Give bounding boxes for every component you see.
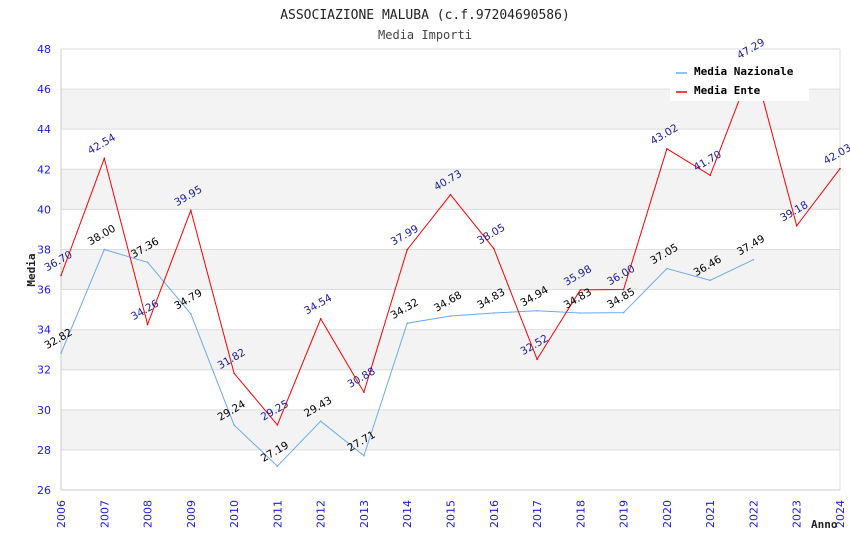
data-point xyxy=(103,157,106,160)
data-point xyxy=(752,258,755,261)
grid-band xyxy=(61,329,840,370)
data-point xyxy=(622,311,625,314)
x-tick-label: 2019 xyxy=(618,500,631,528)
chart-title: ASSOCIAZIONE MALUBA (c.f.97204690586) xyxy=(280,8,570,23)
data-point xyxy=(449,193,452,196)
y-tick-label: 32 xyxy=(37,364,51,377)
legend-label-media-ente: Media Ente xyxy=(694,84,761,97)
x-tick-label: 2022 xyxy=(747,500,760,528)
x-tick-label: 2011 xyxy=(271,500,284,528)
data-point xyxy=(276,465,279,467)
data-point xyxy=(622,288,625,291)
data-point xyxy=(795,225,798,227)
data-label: 37.99 xyxy=(389,223,421,248)
x-tick-label: 2015 xyxy=(445,500,458,528)
data-point xyxy=(839,167,841,170)
x-tick-label: 2010 xyxy=(228,500,241,528)
data-label: 47.29 xyxy=(735,36,767,61)
data-label: 42.54 xyxy=(86,131,118,157)
data-label: 42.03 xyxy=(822,142,850,167)
data-point xyxy=(579,289,582,291)
y-tick-label: 28 xyxy=(37,444,51,457)
data-point xyxy=(666,148,668,150)
y-tick-label: 48 xyxy=(37,43,51,56)
x-tick-label: 2012 xyxy=(315,500,328,528)
y-tick-label: 42 xyxy=(37,163,51,176)
legend: Media Nazionale Media Ente xyxy=(670,60,809,101)
data-point xyxy=(60,274,62,277)
data-point xyxy=(103,248,106,251)
data-point xyxy=(190,209,192,212)
data-point xyxy=(363,391,365,393)
data-label: 34.79 xyxy=(172,287,204,312)
data-point xyxy=(146,323,149,326)
data-point xyxy=(666,267,668,270)
data-label: 34.54 xyxy=(302,292,334,318)
x-tick-label: 2018 xyxy=(574,500,587,528)
grid-band xyxy=(61,249,840,290)
data-point xyxy=(406,248,409,251)
data-point xyxy=(492,247,495,250)
x-tick-label: 2006 xyxy=(55,500,68,528)
y-tick-label: 40 xyxy=(37,203,51,216)
data-point xyxy=(319,318,322,320)
data-label: 38.00 xyxy=(86,223,118,248)
data-point xyxy=(146,261,149,264)
x-tick-label: 2024 xyxy=(834,500,847,528)
x-tick-label: 2009 xyxy=(185,500,198,528)
data-point xyxy=(190,313,192,315)
data-label: 34.26 xyxy=(129,297,161,323)
y-tick-label: 46 xyxy=(37,83,51,96)
x-tick-label: 2007 xyxy=(98,500,111,528)
data-point xyxy=(709,174,711,177)
data-point xyxy=(449,315,452,317)
data-point xyxy=(233,372,235,375)
y-tick-label: 44 xyxy=(37,123,51,136)
data-point xyxy=(363,454,365,457)
data-point xyxy=(536,358,538,361)
data-point xyxy=(406,322,409,325)
data-point xyxy=(492,312,495,314)
legend-label-media-nazionale: Media Nazionale xyxy=(694,65,794,78)
grid-band xyxy=(61,409,840,450)
x-tick-label: 2020 xyxy=(661,500,674,528)
y-axis-label: Media xyxy=(25,253,38,286)
y-tick-label: 30 xyxy=(37,404,51,417)
x-axis-label: Anno xyxy=(811,518,838,531)
chart-subtitle: Media Importi xyxy=(378,28,472,42)
y-tick-label: 26 xyxy=(37,484,51,497)
x-tick-label: 2017 xyxy=(531,500,544,528)
data-point xyxy=(536,309,538,312)
x-tick-label: 2016 xyxy=(488,500,501,528)
data-label: 34.32 xyxy=(389,296,421,321)
data-point xyxy=(60,352,62,355)
data-label: 34.68 xyxy=(432,289,464,314)
x-tick-label: 2021 xyxy=(704,500,717,528)
data-point xyxy=(276,424,279,426)
data-point xyxy=(233,424,235,426)
x-tick-label: 2023 xyxy=(791,500,804,528)
data-point xyxy=(579,312,582,314)
x-tick-label: 2014 xyxy=(401,500,414,528)
y-tick-label: 36 xyxy=(37,284,51,297)
data-point xyxy=(319,420,322,423)
y-tick-label: 34 xyxy=(37,324,51,337)
y-tick-label: 38 xyxy=(37,243,51,256)
x-tick-label: 2008 xyxy=(142,500,155,528)
data-label: 38.05 xyxy=(475,222,507,247)
x-tick-label: 2013 xyxy=(358,500,371,528)
data-point xyxy=(709,279,711,282)
